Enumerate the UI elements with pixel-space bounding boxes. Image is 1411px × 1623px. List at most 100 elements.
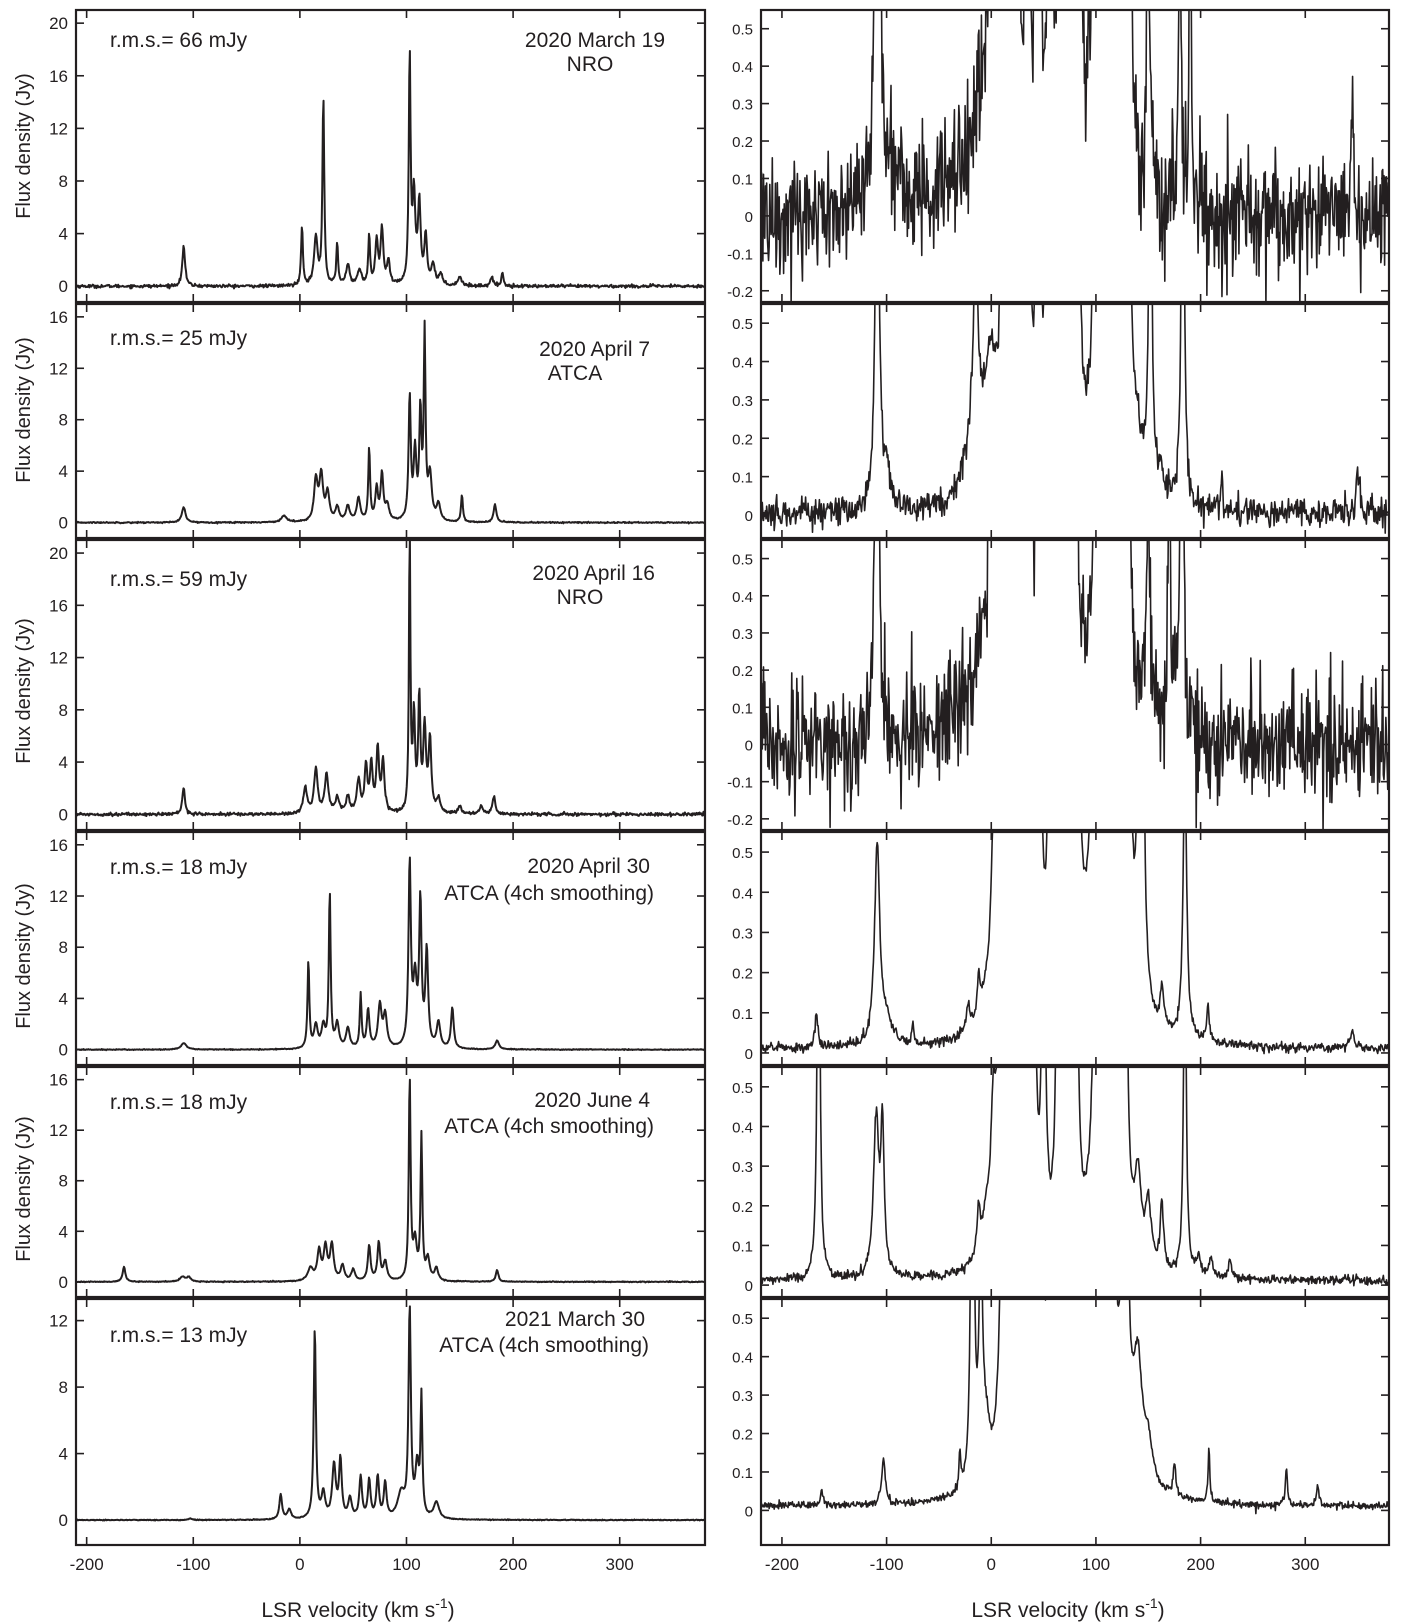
y-tick-label: 0.4 [732, 1119, 753, 1136]
y-tick-label: 0.4 [732, 589, 753, 606]
y-tick-label: 12 [49, 359, 68, 378]
y-tick-label: 16 [49, 67, 68, 86]
y-tick-label: 12 [49, 1121, 68, 1140]
spectrum-line-right-1 [761, 10, 1389, 302]
y-tick-label: 0.5 [732, 1080, 753, 1097]
y-tick-label: 4 [59, 753, 68, 772]
y-tick-label: 0.2 [732, 1427, 753, 1444]
y-tick-label: 0.1 [732, 171, 753, 188]
panel-right-3: -0.2 -0.1 0 0.1 0.2 0.3 0.4 0.5 [727, 538, 1391, 832]
panel-frame-left-5 [74, 1065, 707, 1299]
y-tick-label: 0.5 [732, 1311, 753, 1328]
y-axis-label-2: Flux density (Jy) [13, 337, 35, 483]
y-tick-label: -0.1 [727, 246, 753, 263]
x-label-left-main: LSR velocity (km s [261, 1599, 435, 1622]
panel-frame-right-4 [759, 830, 1391, 1067]
panel-right-4: 0 0.1 0.2 0.3 0.4 0.5 [732, 830, 1391, 1067]
y-tick-label: 0.3 [732, 393, 753, 410]
y-tick-label: 8 [59, 411, 68, 430]
y-tick-label: 16 [49, 836, 68, 855]
y-tick-label: 0 [745, 209, 753, 226]
y-tick-label: 0 [745, 737, 753, 754]
date-label: 2020 June 4 [534, 1089, 650, 1112]
telescope-label: ATCA (4ch smoothing) [444, 882, 654, 905]
x-label-right-end: ) [1158, 1599, 1165, 1622]
y-tick-label: 0 [59, 1273, 68, 1292]
x-label-left-end: ) [448, 1599, 455, 1622]
rms-label: r.m.s.= 18 mJy [110, 1091, 248, 1114]
date-label: 2020 March 19 [525, 29, 665, 52]
panel-frame-right-1 [759, 8, 1391, 304]
y-axis-label-3: Flux density (Jy) [13, 618, 35, 764]
y-tick-label: 8 [59, 172, 68, 191]
y-axis-label-1: Flux density (Jy) [13, 73, 35, 219]
x-tick-label: 300 [606, 1555, 634, 1574]
y-tick-label: 12 [49, 887, 68, 906]
y-axis-label-4: Flux density (Jy) [13, 883, 35, 1029]
date-label: 2020 April 30 [527, 855, 650, 878]
y-tick-label: 0.2 [732, 966, 753, 983]
y-tick-label: 0 [745, 508, 753, 525]
y-tick-label: 0 [59, 1511, 68, 1530]
x-tick-label: 0 [295, 1555, 304, 1574]
y-tick-label: 12 [49, 649, 68, 668]
y-tick-label: 12 [49, 1312, 68, 1331]
date-label: 2020 April 16 [532, 562, 655, 585]
y-tick-label: 16 [49, 596, 68, 615]
y-tick-label: 4 [59, 989, 68, 1008]
y-tick-label: 0 [59, 514, 68, 533]
y-tick-label: -0.1 [727, 775, 753, 792]
y-tick-label: 0.2 [732, 431, 753, 448]
spectrum-line-right-3 [761, 540, 1389, 830]
panel-left-4: 0 4 8 12 16 r.m.s.= 18 mJy 2020 April 30 ATCA (… [49, 830, 707, 1067]
y-tick-label: 0.4 [732, 355, 753, 372]
y-tick-label: -0.2 [727, 284, 753, 301]
spectrum-line-left-3 [76, 540, 705, 818]
y-tick-label: 0 [745, 1278, 753, 1295]
x-tick-label: 200 [499, 1555, 527, 1574]
x-tick-label: 100 [392, 1555, 420, 1574]
panel-frame-left-4 [74, 830, 707, 1067]
panel-frame-right-6 [759, 1297, 1391, 1547]
y-tick-label: 20 [49, 544, 68, 563]
telescope-label: NRO [557, 586, 604, 609]
y-tick-label: 8 [59, 938, 68, 957]
x-tick-label: -200 [70, 1555, 104, 1574]
spectrum-line-right-2 [761, 304, 1389, 534]
y-tick-label: 4 [59, 1222, 68, 1241]
rms-label: r.m.s.= 59 mJy [110, 568, 248, 591]
y-tick-label: 0 [59, 1041, 68, 1060]
panel-frame-right-2 [759, 302, 1391, 540]
x-tick-label: -100 [176, 1555, 210, 1574]
y-tick-label: 0.1 [732, 1465, 753, 1482]
spectrum-line-left-1 [76, 50, 705, 290]
x-axis-label-right: LSR velocity (km s-1) [971, 1595, 1164, 1622]
panel-frame-left-2 [74, 302, 707, 540]
panel-right-2: 0 0.1 0.2 0.3 0.4 0.5 [732, 302, 1391, 540]
telescope-label: ATCA (4ch smoothing) [439, 1334, 649, 1357]
x-label-left-sup: -1 [435, 1595, 448, 1611]
y-tick-label: -0.2 [727, 812, 753, 829]
y-tick-label: 0.1 [732, 1238, 753, 1255]
y-tick-label: 0.5 [732, 316, 753, 333]
x-label-right-main: LSR velocity (km s [971, 1599, 1145, 1622]
panel-frame-left-6 [74, 1297, 707, 1547]
rms-label: r.m.s.= 25 mJy [110, 327, 248, 350]
y-tick-label: 0.3 [732, 97, 753, 114]
spectrum-line-left-6 [76, 1305, 705, 1522]
y-tick-label: 0.1 [732, 700, 753, 717]
panel-right-1: -0.2 -0.1 0 0.1 0.2 0.3 0.4 0.5 [727, 8, 1391, 304]
x-tick-label: -200 [765, 1555, 799, 1574]
y-axis-label-5: Flux density (Jy) [13, 1116, 35, 1262]
rms-label: r.m.s.= 13 mJy [110, 1324, 248, 1347]
x-tick-label: 200 [1186, 1555, 1214, 1574]
y-tick-label: 0 [59, 805, 68, 824]
panel-right-6: 0 0.1 0.2 0.3 0.4 0.5 -200 -100 0 100 200 300 [732, 1297, 1391, 1574]
x-tick-label: 100 [1082, 1555, 1110, 1574]
spectrum-line-left-2 [76, 319, 705, 525]
telescope-label: ATCA [548, 362, 602, 385]
y-tick-label: 0.5 [732, 845, 753, 862]
panel-frame-right-3 [759, 538, 1391, 832]
spectrum-line-right-6 [761, 1299, 1389, 1515]
